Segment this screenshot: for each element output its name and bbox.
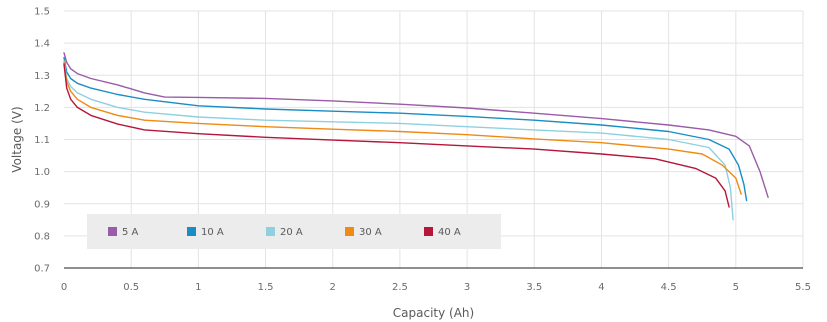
series-line-10a — [63, 56, 748, 202]
series-line-5a — [63, 52, 769, 198]
y-tick-label: 0.8 — [34, 231, 50, 242]
x-tick-label: 4.5 — [661, 282, 677, 293]
y-tick-label: 1.0 — [34, 167, 50, 178]
x-tick-label: 2.5 — [392, 282, 408, 293]
x-tick-label: 5.5 — [795, 282, 811, 293]
legend-label: 5 A — [122, 227, 139, 238]
x-tick-label: 0.5 — [123, 282, 139, 293]
legend-label: 40 A — [438, 227, 461, 238]
y-tick-label: 0.7 — [34, 264, 50, 275]
y-tick-label: 0.9 — [34, 199, 50, 210]
legend: 5 A 10 A 20 A 30 A 40 A — [87, 214, 501, 249]
legend-swatch — [187, 227, 196, 236]
y-tick-label: 1.5 — [34, 7, 50, 18]
series-line-30a — [63, 61, 742, 195]
x-tick-label: 1.5 — [258, 282, 274, 293]
x-tick-label: 3.5 — [526, 282, 542, 293]
legend-swatch — [266, 227, 275, 236]
y-axis-ticks: 0.7 0.8 0.9 1.0 1.1 1.2 1.3 1.4 1.5 — [34, 7, 50, 275]
x-axis-ticks: 0 0.5 1 1.5 2 2.5 3 3.5 4 4.5 5 5.5 — [61, 282, 811, 293]
legend-swatch — [424, 227, 433, 236]
legend-swatch — [108, 227, 117, 236]
x-axis-title: Capacity (Ah) — [393, 306, 474, 320]
series-line-20a — [63, 60, 734, 221]
x-tick-label: 4 — [598, 282, 604, 293]
y-tick-label: 1.3 — [34, 71, 50, 82]
x-tick-label: 1 — [195, 282, 201, 293]
y-tick-label: 1.2 — [34, 103, 50, 114]
series-line-40a — [63, 63, 730, 208]
legend-label: 20 A — [280, 227, 303, 238]
x-tick-label: 0 — [61, 282, 67, 293]
y-axis-title: Voltage (V) — [10, 106, 24, 172]
legend-swatch — [345, 227, 354, 236]
x-tick-label: 5 — [733, 282, 739, 293]
y-tick-label: 1.4 — [34, 39, 50, 50]
x-tick-label: 2 — [330, 282, 336, 293]
y-tick-label: 1.1 — [34, 135, 50, 146]
data-series — [63, 52, 769, 221]
x-tick-label: 3 — [464, 282, 470, 293]
legend-label: 30 A — [359, 227, 382, 238]
legend-label: 10 A — [201, 227, 224, 238]
